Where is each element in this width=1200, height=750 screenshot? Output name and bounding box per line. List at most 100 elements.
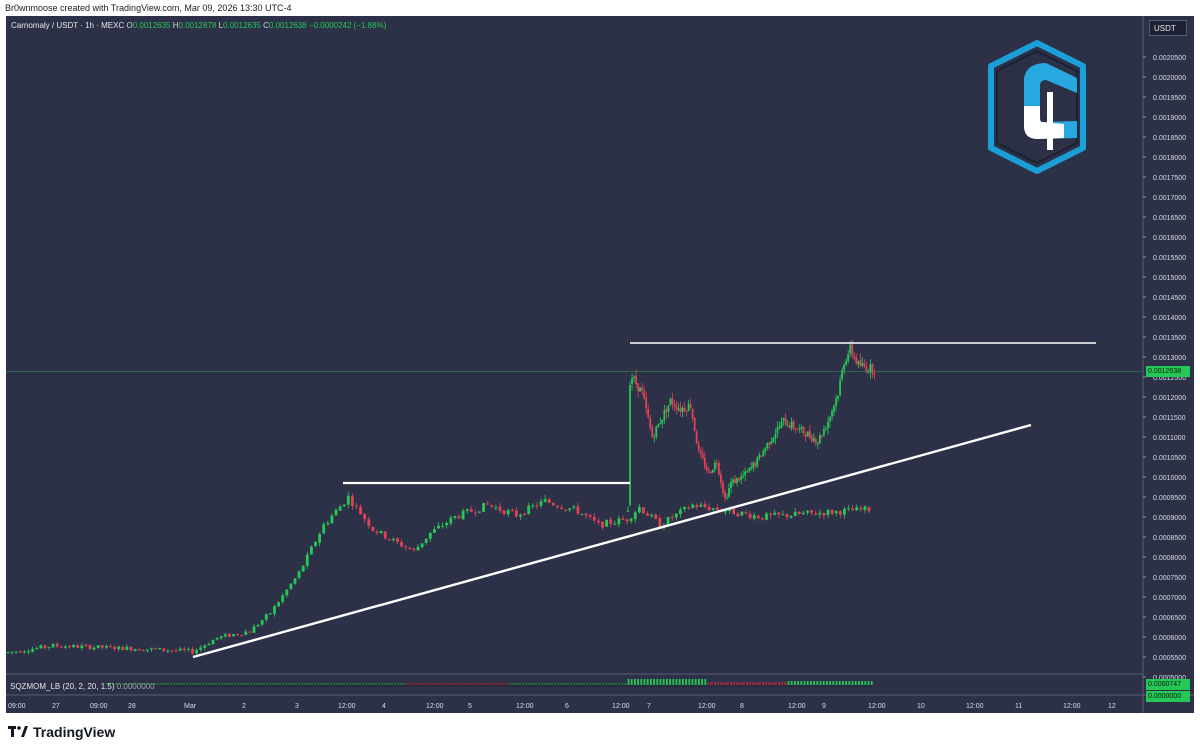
candle[interactable]: [701, 447, 704, 460]
candle[interactable]: [703, 452, 706, 470]
candle[interactable]: [597, 517, 600, 526]
candle[interactable]: [740, 472, 743, 484]
candle[interactable]: [314, 541, 317, 547]
candle[interactable]: [758, 452, 761, 461]
candle[interactable]: [474, 509, 477, 517]
candle[interactable]: [256, 623, 260, 627]
candle[interactable]: [621, 515, 625, 520]
candle[interactable]: [829, 415, 831, 428]
candle[interactable]: [490, 504, 494, 509]
candle[interactable]: [371, 526, 375, 532]
candle[interactable]: [802, 510, 805, 515]
candle[interactable]: [617, 515, 621, 528]
candle[interactable]: [437, 522, 440, 530]
candle[interactable]: [297, 569, 301, 580]
candle[interactable]: [770, 437, 773, 445]
candle[interactable]: [697, 441, 700, 454]
candle[interactable]: [798, 424, 801, 434]
candle[interactable]: [515, 507, 518, 518]
candle[interactable]: [72, 643, 75, 649]
candle[interactable]: [269, 613, 272, 615]
candle[interactable]: [657, 423, 660, 428]
candle[interactable]: [383, 531, 387, 540]
candle[interactable]: [601, 521, 604, 530]
candle[interactable]: [774, 428, 777, 445]
candle[interactable]: [457, 514, 461, 520]
candle[interactable]: [851, 504, 854, 511]
candle[interactable]: [661, 419, 664, 429]
candle[interactable]: [822, 512, 826, 520]
candle[interactable]: [730, 477, 732, 494]
candle[interactable]: [428, 532, 432, 542]
candle[interactable]: [264, 613, 268, 623]
candle[interactable]: [219, 635, 223, 641]
candle[interactable]: [825, 426, 827, 432]
candle[interactable]: [760, 455, 763, 458]
candle[interactable]: [248, 630, 252, 633]
candle[interactable]: [215, 637, 219, 641]
candle[interactable]: [835, 394, 837, 412]
candle[interactable]: [23, 650, 26, 654]
candle[interactable]: [351, 492, 354, 510]
candle[interactable]: [121, 646, 125, 651]
candle[interactable]: [707, 467, 710, 474]
candle[interactable]: [773, 509, 777, 516]
candle[interactable]: [572, 504, 576, 510]
candle[interactable]: [613, 520, 617, 526]
candle[interactable]: [482, 502, 485, 512]
candle[interactable]: [281, 592, 285, 604]
candle[interactable]: [869, 359, 872, 380]
candle[interactable]: [273, 604, 276, 617]
candle[interactable]: [857, 360, 860, 369]
candle[interactable]: [681, 405, 684, 418]
candle[interactable]: [59, 645, 63, 648]
candle[interactable]: [301, 565, 305, 572]
currency-tag[interactable]: USDT: [1149, 20, 1187, 36]
candle[interactable]: [641, 382, 644, 396]
candle[interactable]: [170, 650, 174, 653]
candle[interactable]: [794, 428, 797, 434]
candle[interactable]: [663, 404, 666, 424]
candle[interactable]: [683, 401, 686, 413]
candle[interactable]: [865, 361, 868, 374]
candle[interactable]: [778, 421, 781, 430]
candle[interactable]: [547, 497, 551, 504]
tradingview-brand[interactable]: TradingView: [8, 724, 115, 740]
candle[interactable]: [592, 513, 596, 524]
candle[interactable]: [810, 509, 813, 516]
candle[interactable]: [808, 425, 811, 440]
candle[interactable]: [223, 632, 227, 638]
candle[interactable]: [873, 369, 876, 380]
candle[interactable]: [182, 646, 186, 653]
candle[interactable]: [187, 647, 190, 652]
candle[interactable]: [752, 512, 756, 521]
candle[interactable]: [199, 645, 203, 652]
candle[interactable]: [631, 373, 633, 391]
candle[interactable]: [781, 510, 785, 516]
candle[interactable]: [92, 645, 96, 652]
candle[interactable]: [166, 649, 170, 654]
candle[interactable]: [305, 551, 309, 570]
candle[interactable]: [863, 359, 866, 368]
candle[interactable]: [633, 375, 635, 383]
candle[interactable]: [722, 479, 724, 497]
candle[interactable]: [498, 503, 502, 514]
candle[interactable]: [551, 501, 555, 506]
candle[interactable]: [765, 511, 768, 521]
candle[interactable]: [748, 467, 751, 473]
candle[interactable]: [400, 539, 403, 548]
candle[interactable]: [789, 515, 793, 519]
candle[interactable]: [502, 509, 506, 516]
candle[interactable]: [445, 521, 449, 529]
candle[interactable]: [837, 395, 839, 402]
candle[interactable]: [638, 503, 641, 514]
candle[interactable]: [677, 403, 680, 412]
candle[interactable]: [687, 505, 690, 510]
candle[interactable]: [637, 383, 639, 398]
candle[interactable]: [310, 545, 313, 555]
candle[interactable]: [654, 513, 658, 520]
candle[interactable]: [867, 506, 871, 514]
candle[interactable]: [154, 647, 157, 650]
candle[interactable]: [855, 354, 858, 366]
candle[interactable]: [780, 417, 783, 429]
